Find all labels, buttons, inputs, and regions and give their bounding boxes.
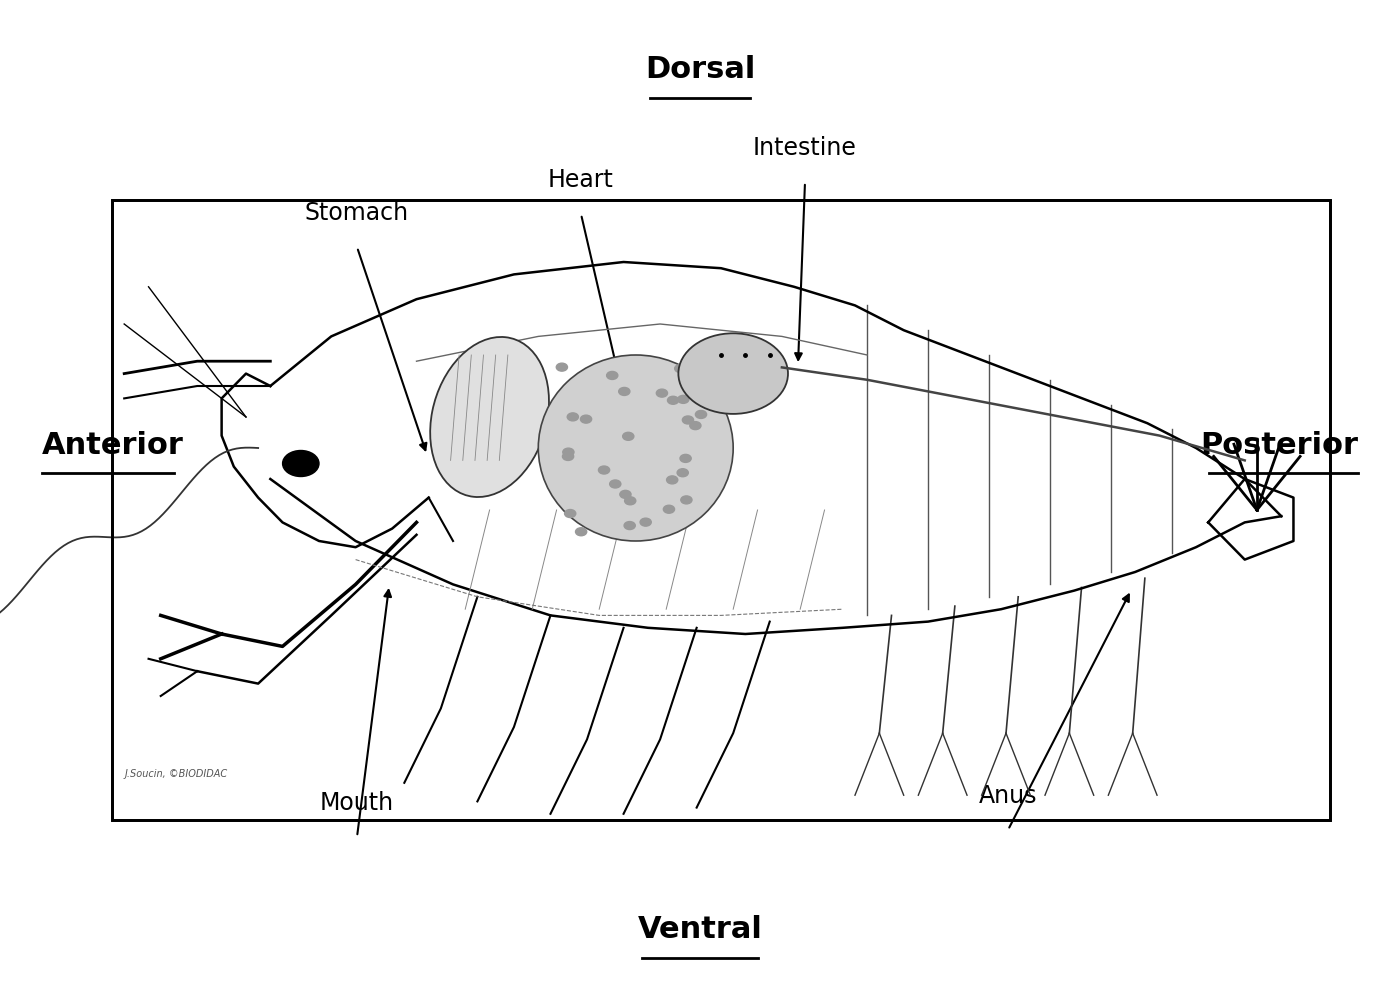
Circle shape — [581, 415, 592, 423]
Ellipse shape — [430, 337, 549, 497]
Circle shape — [283, 450, 319, 477]
Circle shape — [690, 392, 701, 400]
Circle shape — [678, 395, 689, 403]
Bar — [112, 200, 1330, 820]
Ellipse shape — [538, 355, 734, 541]
Circle shape — [690, 422, 701, 430]
Circle shape — [682, 416, 693, 424]
Circle shape — [619, 387, 630, 395]
Text: Anus: Anus — [979, 784, 1037, 808]
Circle shape — [623, 432, 634, 440]
Text: Ventral: Ventral — [637, 916, 763, 944]
Circle shape — [680, 496, 692, 504]
Circle shape — [696, 410, 707, 418]
Circle shape — [640, 518, 651, 526]
Text: Posterior: Posterior — [1200, 430, 1358, 460]
Circle shape — [624, 522, 636, 530]
Circle shape — [575, 528, 587, 536]
Text: Heart: Heart — [547, 168, 615, 192]
Text: Anterior: Anterior — [42, 430, 183, 460]
Circle shape — [620, 490, 631, 498]
Circle shape — [564, 510, 575, 518]
Circle shape — [680, 454, 692, 462]
Circle shape — [567, 413, 578, 421]
Text: Mouth: Mouth — [321, 791, 393, 815]
Text: Dorsal: Dorsal — [645, 55, 755, 85]
Text: Intestine: Intestine — [753, 136, 857, 160]
Ellipse shape — [679, 333, 788, 414]
Circle shape — [664, 505, 675, 513]
Circle shape — [678, 469, 689, 477]
Text: Stomach: Stomach — [305, 201, 409, 225]
Circle shape — [609, 480, 620, 488]
Circle shape — [598, 466, 609, 474]
Circle shape — [668, 396, 679, 404]
Circle shape — [606, 371, 617, 379]
Circle shape — [657, 389, 668, 397]
Circle shape — [666, 476, 678, 484]
Circle shape — [715, 377, 727, 385]
Circle shape — [563, 452, 574, 460]
Bar — [112, 200, 1330, 820]
Circle shape — [624, 497, 636, 505]
Circle shape — [563, 448, 574, 456]
Text: J.Soucin, ©BIODIDAC: J.Soucin, ©BIODIDAC — [125, 769, 227, 779]
Circle shape — [556, 363, 567, 371]
Circle shape — [675, 365, 686, 373]
